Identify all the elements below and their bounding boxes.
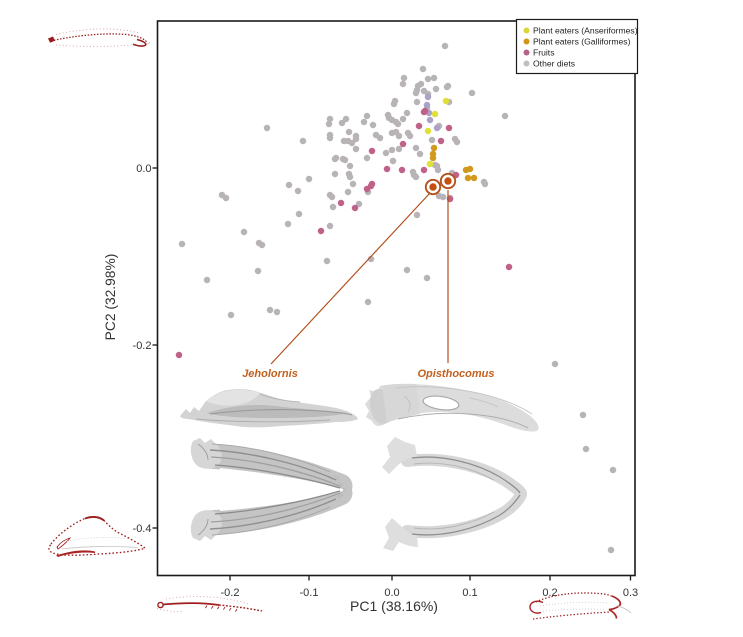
svg-text:0.0: 0.0 — [384, 587, 399, 599]
svg-text:0.0: 0.0 — [136, 163, 151, 175]
svg-text:Plant eaters (Anseriformes): Plant eaters (Anseriformes) — [533, 26, 638, 36]
svg-text:Plant eaters (Galliformes): Plant eaters (Galliformes) — [533, 37, 631, 47]
svg-text:Fruits: Fruits — [533, 48, 554, 58]
svg-text:-0.2: -0.2 — [221, 587, 240, 599]
svg-text:PC2 (32.98%): PC2 (32.98%) — [103, 254, 118, 341]
svg-text:0.1: 0.1 — [462, 587, 477, 599]
svg-text:PC1 (38.16%): PC1 (38.16%) — [350, 598, 438, 614]
svg-text:-0.1: -0.1 — [300, 587, 319, 599]
svg-text:-0.2: -0.2 — [133, 340, 152, 352]
svg-text:Jeholornis: Jeholornis — [242, 368, 298, 380]
svg-text:Opisthocomus: Opisthocomus — [417, 368, 494, 380]
svg-text:Other diets: Other diets — [533, 59, 575, 69]
svg-text:-0.4: -0.4 — [133, 523, 152, 535]
svg-text:0.3: 0.3 — [623, 587, 638, 599]
svg-text:0.2: 0.2 — [542, 587, 557, 599]
